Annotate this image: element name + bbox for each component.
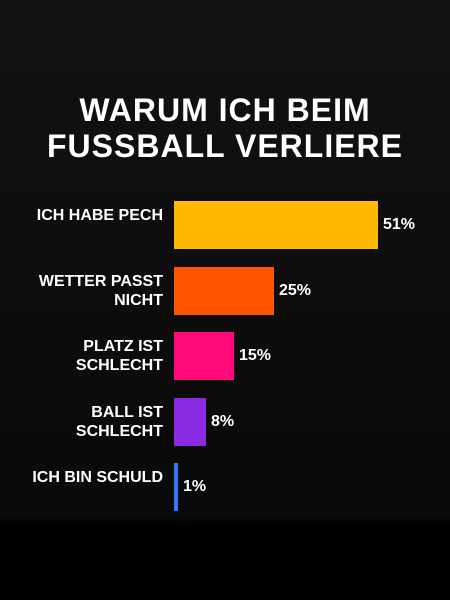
bar xyxy=(174,266,274,315)
bar xyxy=(174,332,234,380)
value-label: 8% xyxy=(211,412,235,430)
value-label: 25% xyxy=(279,281,312,299)
category-label: ICH BIN SCHULD xyxy=(32,469,163,486)
value-label: 51% xyxy=(383,216,416,233)
category-label: ICH HABE PECH xyxy=(36,207,163,224)
category-label: WETTER PASST NICHT xyxy=(38,272,163,309)
chart-title: WARUM ICH BEIM FUSSBALL VERLIERE xyxy=(47,92,403,164)
bar xyxy=(174,201,378,249)
category-label: PLATZ IST SCHLECHT xyxy=(75,338,163,374)
value-label: 1% xyxy=(183,478,207,495)
category-label: BALL IST SCHLECHT xyxy=(75,403,163,440)
bar xyxy=(174,397,206,446)
value-label: 15% xyxy=(239,347,272,364)
bar xyxy=(174,463,178,511)
